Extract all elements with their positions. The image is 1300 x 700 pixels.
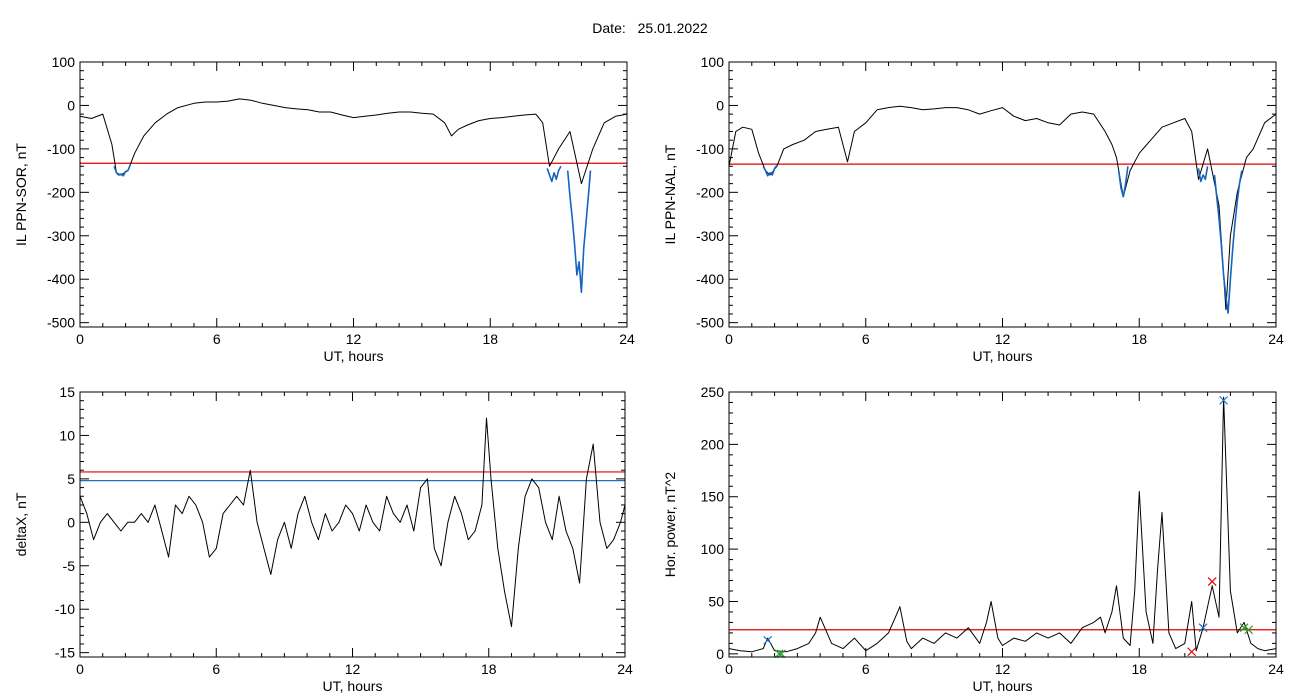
y-tick-label: -5	[63, 558, 76, 574]
x-tick-label: 24	[617, 661, 633, 677]
marker-green	[1239, 623, 1249, 633]
y-tick-label: 250	[701, 384, 725, 400]
x-tick-label: 12	[995, 661, 1011, 677]
y-axis-label: deltaX, nT	[13, 492, 29, 556]
x-axis-label: UT, hours	[973, 348, 1033, 364]
y-tick-label: -400	[696, 271, 724, 287]
marker-red	[1187, 647, 1197, 657]
plot-frame	[728, 391, 1277, 658]
x-axis-label: UT, hours	[323, 678, 383, 694]
date-title: Date: 25.01.2022	[0, 20, 1300, 36]
y-tick-label: -300	[696, 228, 724, 244]
y-tick-label: 0	[67, 97, 75, 113]
y-tick-label: 150	[701, 489, 725, 505]
y-tick-label: -10	[55, 601, 75, 617]
x-tick-label: 24	[619, 331, 635, 347]
x-tick-label: 0	[76, 331, 84, 347]
y-axis-label: Hor. power, nT^2	[662, 472, 678, 578]
marker-stroke	[1219, 395, 1229, 405]
y-tick-label: 200	[701, 436, 725, 452]
marker-blue	[1198, 623, 1208, 633]
marker-green	[1244, 625, 1254, 635]
x-tick-label: 6	[862, 661, 870, 677]
x-tick-label: 12	[995, 331, 1011, 347]
x-tick-label: 6	[213, 331, 221, 347]
marker-stroke	[1244, 625, 1254, 635]
y-axis-label: IL PPN-SOR, nT	[13, 143, 29, 246]
x-tick-label: 24	[1268, 331, 1284, 347]
highlight-series	[546, 165, 562, 183]
marker-stroke	[1239, 623, 1249, 633]
y-tick-label: -500	[47, 315, 75, 331]
marker-red	[1207, 577, 1217, 587]
data-series	[80, 417, 625, 628]
marker-stroke	[1198, 623, 1208, 633]
highlight-series	[762, 164, 778, 177]
data-series	[729, 105, 1276, 311]
y-tick-label: 0	[716, 646, 724, 662]
x-tick-label: 6	[862, 331, 870, 347]
plot-panel-4: 0 6 12 18 24 250 200 150 100 50 0 UT, hours Hor. pow…	[662, 384, 1284, 694]
y-tick-label: 50	[708, 593, 724, 609]
highlight-series	[113, 165, 131, 177]
marker-stroke	[1207, 577, 1217, 587]
y-tick-label: 100	[701, 541, 725, 557]
y-tick-label: -100	[47, 141, 75, 157]
y-tick-label: 15	[59, 384, 75, 400]
y-tick-label: -500	[696, 315, 724, 331]
date-value: 25.01.2022	[637, 20, 708, 36]
plot-panel-1: 0 6 12 18 24 100 0 -100 -200 -300 -400 -500 UT, hour…	[13, 54, 635, 364]
highlight-series	[1197, 166, 1209, 183]
y-tick-label: -200	[47, 184, 75, 200]
x-tick-label: 0	[725, 661, 733, 677]
y-tick-label: 0	[67, 514, 75, 530]
highlight-series	[566, 170, 592, 294]
x-axis-label: UT, hours	[324, 348, 384, 364]
y-tick-label: -300	[47, 228, 75, 244]
marker-blue	[1219, 395, 1229, 405]
y-tick-label: 100	[52, 54, 76, 70]
data-series	[729, 396, 1276, 653]
plot-panel-2: 0 6 12 18 24 100 0 -100 -200 -300 -400 -500 UT, hour…	[662, 54, 1284, 364]
x-tick-label: 0	[76, 661, 84, 677]
x-tick-label: 6	[212, 661, 220, 677]
y-tick-label: 5	[67, 471, 75, 487]
y-axis-label: IL PPN-NAL, nT	[662, 144, 678, 244]
y-tick-label: -15	[55, 645, 75, 661]
marker-stroke	[1187, 647, 1197, 657]
marker-blue	[763, 635, 773, 645]
plot-panel-3: 0 6 12 18 24 15 10 5 0 -5 -10 -15 UT, hours deltaX, n…	[13, 384, 633, 694]
y-tick-label: -200	[696, 184, 724, 200]
date-label: Date:	[592, 20, 626, 36]
y-tick-label: 100	[701, 54, 725, 70]
x-axis-label: UT, hours	[973, 678, 1033, 694]
data-series	[80, 98, 627, 185]
x-tick-label: 18	[482, 331, 498, 347]
highlight-series	[1213, 170, 1243, 314]
highlight-series	[1117, 166, 1129, 198]
y-tick-label: 0	[716, 97, 724, 113]
plot-frame	[79, 391, 626, 658]
plot-frame	[728, 61, 1277, 328]
plot-frame	[79, 61, 628, 328]
marker-stroke	[763, 635, 773, 645]
x-tick-label: 18	[1131, 661, 1147, 677]
x-tick-label: 12	[345, 661, 361, 677]
y-tick-label: -400	[47, 271, 75, 287]
x-tick-label: 18	[1131, 331, 1147, 347]
x-tick-label: 0	[725, 331, 733, 347]
x-tick-label: 12	[346, 331, 362, 347]
y-tick-label: 10	[59, 427, 75, 443]
x-tick-label: 24	[1268, 661, 1284, 677]
x-tick-label: 18	[481, 661, 497, 677]
y-tick-label: -100	[696, 141, 724, 157]
